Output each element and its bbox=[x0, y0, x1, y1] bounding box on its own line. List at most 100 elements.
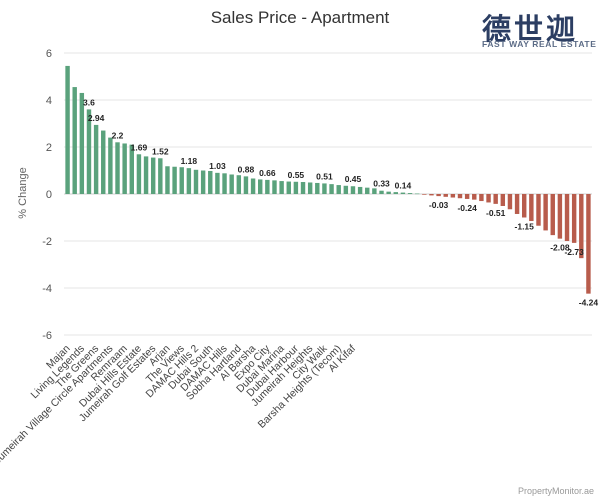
bar bbox=[586, 194, 591, 294]
bar bbox=[300, 182, 306, 194]
y-tick-label: -6 bbox=[42, 330, 52, 342]
data-label: -4.24 bbox=[579, 298, 599, 308]
bar bbox=[386, 191, 391, 194]
bar bbox=[514, 194, 520, 214]
bar bbox=[129, 144, 134, 194]
bar bbox=[493, 194, 498, 204]
bar bbox=[429, 194, 434, 196]
bar bbox=[215, 172, 220, 194]
bar bbox=[193, 169, 199, 194]
bar bbox=[165, 166, 170, 194]
bar bbox=[571, 194, 577, 243]
bar bbox=[472, 194, 477, 200]
gridlines bbox=[64, 52, 592, 336]
bars bbox=[65, 65, 591, 294]
bar bbox=[479, 194, 484, 202]
data-label: 0.66 bbox=[259, 168, 276, 178]
data-label: 2.94 bbox=[88, 113, 105, 123]
bar bbox=[550, 194, 555, 236]
bar bbox=[379, 190, 384, 194]
chart-title: Sales Price - Apartment bbox=[210, 8, 390, 27]
data-label: -2.08 bbox=[550, 243, 570, 253]
bar bbox=[172, 166, 177, 194]
bar bbox=[350, 186, 356, 194]
bar bbox=[243, 176, 249, 194]
data-label: -2.73 bbox=[564, 247, 584, 257]
data-label: 0.51 bbox=[316, 171, 333, 181]
bar bbox=[564, 194, 570, 241]
bar bbox=[315, 182, 320, 194]
logo-chinese-text: 德世迦 bbox=[482, 12, 579, 46]
bar bbox=[536, 194, 541, 226]
bar bbox=[86, 109, 92, 194]
y-axis-title: % Change bbox=[17, 167, 29, 218]
bar bbox=[279, 181, 284, 194]
bar bbox=[343, 185, 349, 194]
y-tick-label: -4 bbox=[42, 283, 52, 295]
data-label: 0.33 bbox=[373, 179, 390, 189]
bar bbox=[450, 194, 456, 198]
data-label: 1.52 bbox=[152, 146, 169, 156]
bar bbox=[258, 179, 263, 194]
data-label: 3.6 bbox=[83, 97, 95, 107]
data-label: -0.51 bbox=[486, 208, 506, 218]
bar bbox=[286, 181, 291, 194]
bar bbox=[150, 157, 156, 194]
y-tick-label: 4 bbox=[46, 95, 52, 107]
bar bbox=[365, 187, 370, 194]
bar bbox=[65, 65, 70, 194]
brand-logo: 德世迦 FAST WAY REAL ESTATE bbox=[478, 6, 596, 50]
bar bbox=[393, 192, 398, 194]
data-labels: 3.6 2.94 2.2 1.69 1.52 1.18 1.03 0.88 0.66 0.55 0.… bbox=[83, 97, 598, 307]
bar bbox=[414, 193, 420, 195]
data-label: 1.03 bbox=[209, 161, 226, 171]
y-tick-label: 0 bbox=[46, 189, 52, 201]
bar bbox=[72, 87, 77, 194]
bar bbox=[436, 194, 441, 197]
bar bbox=[200, 170, 206, 194]
bar bbox=[543, 194, 548, 231]
bar bbox=[443, 194, 448, 197]
bar bbox=[101, 130, 106, 194]
data-label: -1.15 bbox=[515, 222, 535, 232]
bar bbox=[250, 178, 256, 194]
bar bbox=[186, 168, 192, 194]
data-label: 0.14 bbox=[395, 181, 412, 191]
bar bbox=[407, 193, 413, 194]
bar bbox=[529, 194, 534, 222]
data-label: 1.69 bbox=[131, 142, 148, 152]
bar bbox=[457, 194, 463, 199]
logo-english-text: FAST WAY REAL ESTATE bbox=[482, 39, 597, 49]
bar bbox=[400, 192, 406, 194]
bar bbox=[293, 181, 299, 194]
bar bbox=[136, 154, 142, 194]
bar bbox=[79, 92, 85, 194]
data-label: 0.88 bbox=[238, 164, 255, 174]
bar bbox=[557, 194, 563, 239]
data-label: 1.18 bbox=[181, 156, 198, 166]
data-label: -0.03 bbox=[429, 200, 449, 210]
bar bbox=[208, 170, 213, 194]
bar bbox=[229, 174, 234, 194]
bar bbox=[158, 158, 163, 194]
y-axis-ticks: 6 4 2 0 -2 -4 -6 bbox=[42, 48, 52, 342]
y-tick-label: -2 bbox=[42, 236, 52, 248]
source-watermark: PropertyMonitor.ae bbox=[517, 486, 594, 496]
bar bbox=[486, 194, 491, 203]
bar bbox=[143, 156, 149, 194]
bar bbox=[372, 188, 377, 194]
bar bbox=[93, 124, 99, 194]
y-tick-label: 2 bbox=[46, 142, 52, 154]
bar bbox=[322, 183, 327, 194]
data-label: 0.45 bbox=[345, 174, 362, 184]
bar bbox=[464, 194, 470, 199]
bar bbox=[108, 137, 113, 194]
bar bbox=[522, 194, 527, 218]
bar bbox=[179, 167, 184, 194]
bar bbox=[307, 182, 313, 194]
bar bbox=[265, 179, 270, 194]
y-tick-label: 6 bbox=[46, 48, 52, 60]
bar bbox=[236, 175, 242, 194]
